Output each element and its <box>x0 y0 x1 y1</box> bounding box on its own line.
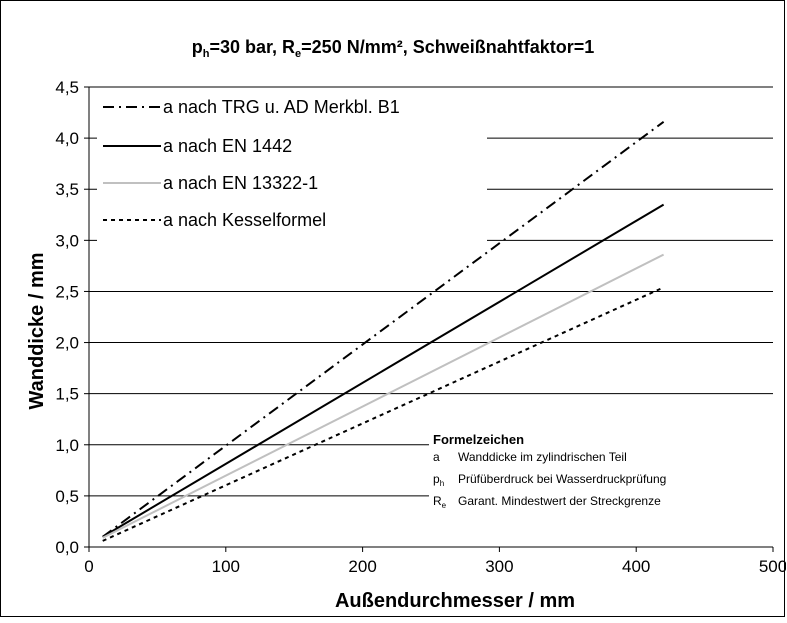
series-line-3 <box>102 253 665 539</box>
x-tick-label: 200 <box>348 557 376 576</box>
x-tick-label: 400 <box>622 557 650 576</box>
x-tick-labels: 0 100 200 300 400 500 <box>84 547 787 576</box>
y-tick-labels: 0,0 0,5 1,0 1,5 2,0 2,5 3,0 3,5 4,0 4,5 <box>55 78 89 557</box>
legend-label-2: a nach EN 1442 <box>163 136 292 156</box>
y-tick-label: 4,0 <box>55 129 79 148</box>
y-tick-label: 3,0 <box>55 231 79 250</box>
annotation-background <box>429 430 779 515</box>
annotation-symbol-re: Re <box>433 494 447 510</box>
annotation-text-a: Wanddicke im zylindrischen Teil <box>458 450 627 464</box>
annotation-heading: Formelzeichen <box>433 432 524 447</box>
y-tick-label: 2,0 <box>55 334 79 353</box>
y-tick-label: 3,5 <box>55 180 79 199</box>
formula-annotation: Formelzeichen a Wanddicke im zylindrisch… <box>433 432 666 510</box>
x-tick-label: 0 <box>84 557 93 576</box>
y-tick-label: 0,5 <box>55 487 79 506</box>
legend-label-4: a nach Kesselformel <box>163 210 326 230</box>
series-line-1 <box>102 120 665 538</box>
legend-background <box>97 91 487 241</box>
x-tick-label: 500 <box>759 557 786 576</box>
series-lines <box>102 120 665 542</box>
series-line-4 <box>102 286 665 542</box>
axes <box>88 87 773 548</box>
legend-label-3: a nach EN 13322-1 <box>163 173 318 193</box>
x-axis-title: Außendurchmesser / mm <box>335 590 575 612</box>
annotation-text-ph: Prüfüberdruck bei Wasserdruckprüfung <box>458 472 666 486</box>
x-tick-label: 100 <box>212 557 240 576</box>
chart-title: ph=30 bar, Re=250 N/mm², Schweißnahtfakt… <box>192 37 595 60</box>
y-tick-label: 1,0 <box>55 436 79 455</box>
y-tick-label: 0,0 <box>55 538 79 557</box>
legend-label-1: a nach TRG u. AD Merkbl. B1 <box>163 97 400 117</box>
y-axis-title: Wanddicke / mm <box>26 252 48 409</box>
x-tick-label: 300 <box>485 557 513 576</box>
y-tick-label: 2,5 <box>55 282 79 301</box>
annotation-symbol-ph: ph <box>433 472 444 488</box>
series-line-2 <box>102 203 665 538</box>
y-tick-label: 1,5 <box>55 385 79 404</box>
y-tick-label: 4,5 <box>55 78 79 97</box>
annotation-text-re: Garant. Mindestwert der Streckgrenze <box>458 494 661 508</box>
legend: a nach TRG u. AD Merkbl. B1 a nach EN 144… <box>103 97 400 230</box>
annotation-symbol-a: a <box>433 450 440 464</box>
